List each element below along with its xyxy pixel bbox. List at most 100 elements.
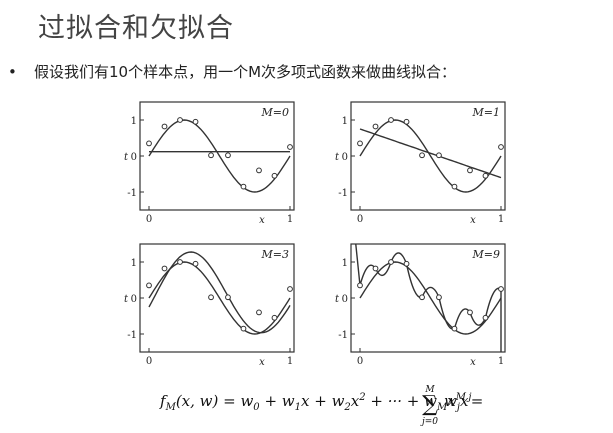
sum-w-sub: j <box>455 402 460 413</box>
chart-panel-m9: 1 0 -1 0 1 x t M=9 <box>335 240 511 368</box>
data-point <box>271 314 278 321</box>
bullet-text: 假设我们有10个样本点，用一个M次多项式函数来做曲线拟合： <box>34 63 457 81</box>
formula-eq: = <box>466 392 483 410</box>
data-point <box>161 123 168 130</box>
y-axis-label: t <box>124 294 129 305</box>
data-point <box>256 167 262 174</box>
y-tick-label: 1 <box>342 116 348 127</box>
y-axis-label: t <box>335 294 340 305</box>
data-point <box>225 152 231 159</box>
formula-lhs-args: (x, w) = w <box>176 392 254 410</box>
chart-m0: 1 0 -1 0 1 x t M=0 <box>124 101 295 226</box>
sum-w: w <box>444 392 457 410</box>
chart-panel-m0: 1 0 -1 0 1 x t M=0 <box>124 98 300 226</box>
x-axis-label: x <box>470 357 476 368</box>
formula-w0-sub: 0 <box>253 402 260 413</box>
data-point <box>403 118 410 125</box>
y-tick-label: 0 <box>342 152 348 163</box>
data-point <box>256 309 262 316</box>
x-tick-label: 1 <box>287 356 293 367</box>
panel-title: M=9 <box>472 248 500 261</box>
panel-title: M=3 <box>261 248 289 261</box>
x-tick-label: 1 <box>498 356 504 367</box>
data-point <box>467 167 473 174</box>
true-curve <box>148 261 291 335</box>
data-point <box>436 294 442 301</box>
data-point <box>436 152 442 159</box>
formula-w1-sub: 1 <box>295 402 301 413</box>
panel-title: M=0 <box>261 106 289 119</box>
data-point <box>177 259 183 265</box>
data-point <box>498 144 504 150</box>
data-point <box>403 260 410 267</box>
data-point <box>482 314 489 321</box>
true-curve <box>359 119 502 193</box>
y-tick-label: 0 <box>342 294 348 305</box>
data-point <box>467 309 473 316</box>
data-point <box>372 265 379 272</box>
svg-text:fM(x, w) = w0 + w1x + w2x2 + ·: fM(x, w) = w0 + w1x + w2x2 + ··· + wMxM … <box>159 392 483 413</box>
y-tick-label: -1 <box>338 188 348 199</box>
data-point <box>240 325 247 332</box>
data-point <box>388 117 394 123</box>
data-point <box>192 260 199 267</box>
bullet-item: • 假设我们有10个样本点，用一个M次多项式函数来做曲线拟合： <box>8 61 456 82</box>
y-tick-label: 1 <box>131 116 137 127</box>
data-point <box>208 152 214 159</box>
sum-x: x <box>460 392 469 410</box>
formula-w2-sub: 2 <box>343 402 350 413</box>
y-axis-label: t <box>335 152 340 163</box>
data-point <box>208 294 214 301</box>
formula-tm-sup: M <box>455 392 467 403</box>
data-point <box>146 282 152 289</box>
y-tick-label: 1 <box>342 258 348 269</box>
chart-m3: 1 0 -1 0 1 x t M=3 <box>124 243 295 368</box>
chart-panel-m3: 1 0 -1 0 1 x t M=3 <box>124 240 300 368</box>
x-tick-label: 1 <box>287 214 293 225</box>
formula-svg: fM(x, w) = w0 + w1x + w2x2 + ··· + wMxM … <box>159 385 483 427</box>
data-point <box>498 286 504 292</box>
data-point <box>240 183 247 190</box>
formula-tm-var: x <box>447 392 456 410</box>
sum-symbol: ∑ <box>422 392 438 417</box>
data-point <box>271 172 278 179</box>
x-axis-label: x <box>259 357 265 368</box>
formula-lhs-sub: M <box>165 402 177 413</box>
formula-t2-var: x <box>351 392 360 410</box>
svg-text:wjxj: wjxj <box>444 392 472 413</box>
data-point <box>419 152 425 159</box>
x-tick-label: 1 <box>498 214 504 225</box>
data-point <box>287 286 293 292</box>
data-point <box>419 294 425 301</box>
chart-m1: 1 0 -1 0 1 x t M=1 <box>335 101 506 226</box>
data-point <box>388 259 394 265</box>
y-axis-label: t <box>124 152 129 163</box>
data-point <box>161 265 168 272</box>
data-point <box>225 294 231 301</box>
formula-t2-sup: 2 <box>358 392 365 403</box>
true-curve <box>359 261 502 335</box>
x-tick-label: 0 <box>357 214 363 225</box>
x-axis-label: x <box>259 215 265 226</box>
data-point <box>287 144 293 150</box>
sum-top: M <box>424 385 435 395</box>
data-point <box>177 117 183 123</box>
data-point <box>372 123 379 130</box>
chart-m9: 1 0 -1 0 1 x t M=9 <box>335 243 506 368</box>
bullet-marker: • <box>8 63 17 81</box>
formula-dots: + ··· + w <box>366 392 438 410</box>
y-tick-label: -1 <box>127 188 137 199</box>
data-point <box>357 140 363 147</box>
data-point <box>451 325 458 332</box>
data-point <box>451 183 458 190</box>
true-curve <box>148 119 291 193</box>
y-tick-label: 1 <box>131 258 137 269</box>
formula-t1-var: x + w <box>301 392 345 410</box>
slide-title: 过拟合和欠拟合 <box>38 13 234 44</box>
polynomial-formula: fM(x, w) = w0 + w1x + w2x2 + ··· + wMxM … <box>159 384 500 433</box>
panel-title: M=1 <box>472 106 500 119</box>
x-axis-label: x <box>470 215 476 226</box>
data-point <box>482 172 489 179</box>
data-point <box>146 140 152 147</box>
y-tick-label: -1 <box>338 330 348 341</box>
